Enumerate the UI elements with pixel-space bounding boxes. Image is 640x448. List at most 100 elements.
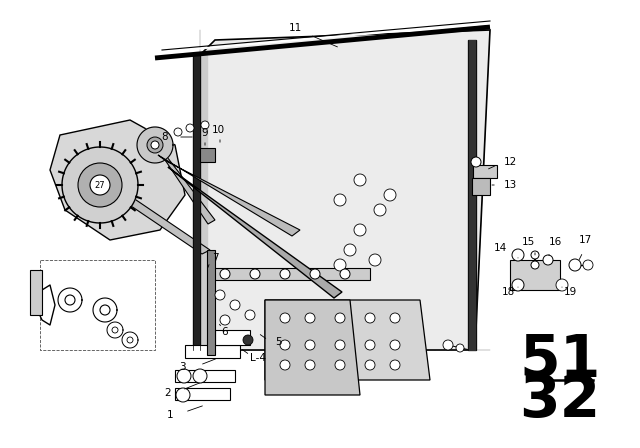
Text: 16: 16 xyxy=(548,237,562,247)
Polygon shape xyxy=(185,345,240,358)
Circle shape xyxy=(384,189,396,201)
Circle shape xyxy=(543,255,553,265)
Circle shape xyxy=(250,269,260,279)
Circle shape xyxy=(305,313,315,323)
Circle shape xyxy=(100,305,110,315)
Circle shape xyxy=(280,313,290,323)
Text: 1: 1 xyxy=(166,410,173,420)
Text: 10: 10 xyxy=(211,125,225,135)
Circle shape xyxy=(65,295,75,305)
Circle shape xyxy=(193,369,207,383)
Circle shape xyxy=(215,290,225,300)
Text: 27: 27 xyxy=(95,181,106,190)
Text: 11: 11 xyxy=(289,23,301,33)
Polygon shape xyxy=(473,165,497,178)
Text: 2: 2 xyxy=(164,388,172,398)
Circle shape xyxy=(243,335,253,345)
Circle shape xyxy=(365,360,375,370)
Text: 17: 17 xyxy=(579,235,591,245)
Circle shape xyxy=(443,340,453,350)
Circle shape xyxy=(90,175,110,195)
Polygon shape xyxy=(265,300,430,380)
Circle shape xyxy=(556,279,568,291)
Circle shape xyxy=(186,124,194,132)
Circle shape xyxy=(174,128,182,136)
Text: 7: 7 xyxy=(212,253,218,263)
Circle shape xyxy=(365,313,375,323)
Circle shape xyxy=(280,269,290,279)
Bar xyxy=(30,270,42,315)
Polygon shape xyxy=(155,145,215,224)
Circle shape xyxy=(335,313,345,323)
Circle shape xyxy=(390,340,400,350)
Circle shape xyxy=(569,259,581,271)
Circle shape xyxy=(305,340,315,350)
Circle shape xyxy=(220,269,230,279)
Circle shape xyxy=(245,310,255,320)
Text: 51: 51 xyxy=(519,332,601,388)
Circle shape xyxy=(471,157,481,167)
Circle shape xyxy=(335,360,345,370)
Polygon shape xyxy=(137,127,173,163)
Text: 6: 6 xyxy=(221,327,228,337)
Text: 32: 32 xyxy=(520,371,600,428)
Circle shape xyxy=(583,260,593,270)
Circle shape xyxy=(127,337,133,343)
Text: 5: 5 xyxy=(275,337,282,347)
Text: 13: 13 xyxy=(504,180,516,190)
Circle shape xyxy=(456,344,464,352)
Polygon shape xyxy=(200,148,215,162)
Text: 8: 8 xyxy=(162,132,168,142)
Polygon shape xyxy=(168,167,342,298)
Circle shape xyxy=(280,360,290,370)
Circle shape xyxy=(512,249,524,261)
Circle shape xyxy=(112,327,118,333)
Text: 3: 3 xyxy=(179,362,186,372)
Circle shape xyxy=(334,194,346,206)
Polygon shape xyxy=(50,120,185,240)
Circle shape xyxy=(334,259,346,271)
Circle shape xyxy=(151,141,159,149)
Circle shape xyxy=(531,251,539,259)
Circle shape xyxy=(177,369,191,383)
Circle shape xyxy=(340,269,350,279)
Polygon shape xyxy=(100,181,210,254)
Circle shape xyxy=(369,254,381,266)
Polygon shape xyxy=(175,388,230,400)
Polygon shape xyxy=(472,178,490,195)
Circle shape xyxy=(374,204,386,216)
Circle shape xyxy=(335,340,345,350)
Text: 19: 19 xyxy=(563,287,577,297)
Circle shape xyxy=(78,163,122,207)
Polygon shape xyxy=(210,268,370,280)
Polygon shape xyxy=(510,260,560,290)
Circle shape xyxy=(344,244,356,256)
Circle shape xyxy=(512,279,524,291)
Polygon shape xyxy=(195,30,490,350)
Polygon shape xyxy=(200,55,207,350)
Text: 12: 12 xyxy=(504,157,516,167)
Circle shape xyxy=(230,300,240,310)
Text: L-4: L-4 xyxy=(250,353,266,363)
Circle shape xyxy=(365,340,375,350)
Polygon shape xyxy=(207,250,215,355)
Text: 15: 15 xyxy=(522,237,534,247)
Polygon shape xyxy=(193,55,200,350)
Circle shape xyxy=(390,360,400,370)
Polygon shape xyxy=(468,40,476,350)
Circle shape xyxy=(531,261,539,269)
Circle shape xyxy=(310,269,320,279)
Polygon shape xyxy=(62,147,138,223)
Circle shape xyxy=(201,121,209,129)
Circle shape xyxy=(280,340,290,350)
Polygon shape xyxy=(158,155,300,236)
Circle shape xyxy=(354,174,366,186)
Text: 14: 14 xyxy=(493,243,507,253)
Circle shape xyxy=(354,224,366,236)
Circle shape xyxy=(147,137,163,153)
Circle shape xyxy=(305,360,315,370)
Polygon shape xyxy=(175,370,235,382)
Circle shape xyxy=(390,313,400,323)
Text: 18: 18 xyxy=(501,287,515,297)
Polygon shape xyxy=(215,330,250,345)
